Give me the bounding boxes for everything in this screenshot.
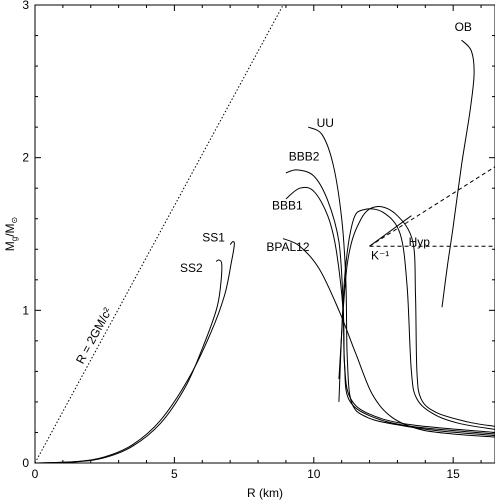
curve-ss1 xyxy=(34,241,235,464)
curve-label-ss1: SS1 xyxy=(202,231,225,245)
x-tick-label-5: 5 xyxy=(171,467,178,481)
curve-bbb1 xyxy=(285,186,495,435)
x-tick-label-0: 0 xyxy=(32,467,39,481)
annotation-lines: K⁻¹ xyxy=(369,166,495,262)
curve-label-bbb2: BBB2 xyxy=(289,150,320,164)
y-axis-title-main: M xyxy=(3,241,17,251)
curve-uu xyxy=(307,126,495,436)
curve-hyp xyxy=(338,208,495,430)
plot-frame xyxy=(34,4,495,464)
y-tick-label-1: 1 xyxy=(22,303,29,317)
y-axis-title-rest: /M xyxy=(3,223,17,236)
x-tick-label-10: 10 xyxy=(307,467,321,481)
curve-ob xyxy=(441,39,475,308)
curve-label-uu: UU xyxy=(317,116,334,130)
annotation-0: K⁻¹ xyxy=(371,248,389,262)
curve-label-bbb1: BBB1 xyxy=(272,199,303,213)
annotation-line-0 xyxy=(369,166,495,247)
curve-unlabeled-6 xyxy=(338,205,495,427)
y-axis-title-sun: ⊙ xyxy=(10,217,19,224)
x-tick-label-15: 15 xyxy=(447,467,461,481)
curve-bbb2 xyxy=(285,169,495,433)
curve-labels: OB UU BBB2 BBB1 BPAL12 Hyp SS1 SS2 xyxy=(180,20,472,275)
x-axis-title: R (km) xyxy=(247,486,283,500)
y-tick-label-0: 0 xyxy=(22,456,29,470)
annotation-line-2 xyxy=(369,215,412,247)
y-tick-label-2: 2 xyxy=(22,151,29,165)
curve-label-bpal12: BPAL12 xyxy=(266,240,309,254)
reference-line-label-0: R = 2GM/c² xyxy=(73,305,115,366)
reference-line-0 xyxy=(34,4,284,464)
curve-label-hyp: Hyp xyxy=(409,235,431,249)
y-tick-label-3: 3 xyxy=(22,0,29,12)
curve-label-ob: OB xyxy=(455,20,472,34)
ticks: 0 5 10 15 0 1 2 3 xyxy=(22,0,495,481)
curve-label-ss2: SS2 xyxy=(180,261,203,275)
y-axis-title: Mg/M⊙ xyxy=(3,217,19,252)
curve-ss2 xyxy=(34,259,223,464)
svg-text:Mg/M⊙: Mg/M⊙ xyxy=(3,217,19,252)
y-axis-title-sub: g xyxy=(10,237,19,241)
curve-bpal12 xyxy=(282,238,495,438)
curves xyxy=(34,39,495,464)
reference-lines: R = 2GM/c² xyxy=(34,4,284,464)
